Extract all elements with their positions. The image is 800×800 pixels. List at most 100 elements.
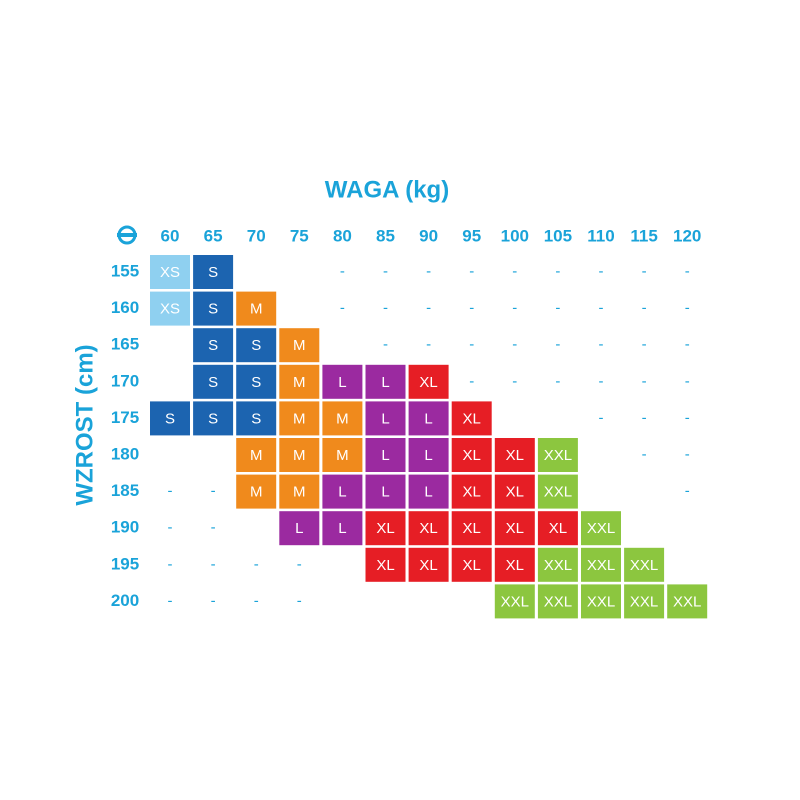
dash: - bbox=[168, 519, 173, 536]
size-cell bbox=[537, 584, 578, 619]
weight-label: 80 bbox=[333, 226, 352, 245]
size-label: XL bbox=[506, 557, 524, 574]
weight-label: 60 bbox=[161, 226, 180, 245]
dash: - bbox=[642, 263, 647, 280]
dash: - bbox=[599, 373, 604, 390]
size-cell bbox=[581, 584, 621, 619]
weight-label: 120 bbox=[673, 226, 701, 245]
size-label: L bbox=[338, 374, 346, 391]
weight-label: 90 bbox=[419, 226, 438, 245]
size-cell bbox=[150, 401, 190, 436]
size-cell bbox=[408, 474, 449, 509]
size-label: L bbox=[381, 374, 389, 391]
dash: - bbox=[426, 263, 431, 280]
height-label: 200 bbox=[111, 591, 139, 610]
size-label: M bbox=[250, 484, 263, 501]
dash: - bbox=[383, 263, 388, 280]
height-label: 155 bbox=[111, 261, 139, 280]
size-label: XXL bbox=[673, 593, 701, 610]
size-label: L bbox=[338, 484, 346, 501]
size-cell bbox=[236, 438, 277, 472]
size-cell bbox=[494, 438, 535, 472]
size-cell bbox=[451, 511, 492, 546]
size-cell bbox=[365, 401, 406, 436]
weight-label: 110 bbox=[587, 226, 614, 245]
size-cell bbox=[408, 364, 449, 399]
size-label: XXL bbox=[630, 557, 658, 574]
dash: - bbox=[642, 409, 647, 426]
size-cell bbox=[150, 255, 190, 289]
size-label: M bbox=[293, 484, 306, 501]
size-label: XS bbox=[160, 301, 180, 318]
size-label: XXL bbox=[630, 593, 658, 610]
dash: - bbox=[383, 336, 388, 353]
dash: - bbox=[168, 556, 173, 573]
size-label: XL bbox=[419, 520, 437, 537]
size-label: XL bbox=[463, 410, 481, 427]
size-cell bbox=[408, 511, 449, 546]
size-label: XS bbox=[160, 264, 180, 281]
size-cell bbox=[322, 401, 363, 436]
size-cell bbox=[624, 584, 665, 619]
dash: - bbox=[512, 300, 517, 317]
dash: - bbox=[340, 300, 345, 317]
size-label: M bbox=[293, 447, 306, 464]
size-cell bbox=[279, 401, 320, 436]
size-cell bbox=[322, 438, 363, 472]
dash: - bbox=[383, 300, 388, 317]
size-cell bbox=[236, 474, 277, 509]
dash: - bbox=[599, 263, 604, 280]
side-label: WZROST (cm) bbox=[71, 344, 98, 505]
size-cell bbox=[408, 547, 449, 582]
size-label: L bbox=[381, 484, 389, 501]
dash: - bbox=[469, 263, 474, 280]
height-label: 170 bbox=[111, 371, 139, 390]
size-label: XL bbox=[549, 520, 567, 537]
weight-label: 85 bbox=[376, 226, 395, 245]
dash: - bbox=[685, 373, 690, 390]
size-cell bbox=[193, 291, 234, 326]
dash: - bbox=[555, 300, 560, 317]
dash: - bbox=[512, 263, 517, 280]
dash: - bbox=[254, 592, 259, 609]
size-label: XXL bbox=[544, 484, 572, 501]
size-cell bbox=[193, 328, 234, 363]
size-label: XXL bbox=[587, 593, 615, 610]
size-cell bbox=[279, 511, 320, 546]
size-cell bbox=[279, 328, 320, 363]
dash: - bbox=[512, 373, 517, 390]
dash: - bbox=[469, 373, 474, 390]
size-cell bbox=[236, 291, 277, 326]
size-label: L bbox=[424, 447, 432, 464]
dash: - bbox=[297, 556, 302, 573]
size-label: L bbox=[424, 484, 432, 501]
size-label: XL bbox=[376, 520, 394, 537]
size-cell bbox=[581, 547, 621, 582]
dash: - bbox=[297, 592, 302, 609]
size-cell bbox=[322, 511, 363, 546]
size-label: M bbox=[336, 447, 349, 464]
size-cell bbox=[537, 547, 578, 582]
dash: - bbox=[642, 373, 647, 390]
weight-label: 105 bbox=[544, 226, 572, 245]
size-label: S bbox=[208, 264, 218, 281]
height-label: 195 bbox=[111, 554, 139, 573]
dash: - bbox=[642, 446, 647, 463]
dash: - bbox=[685, 300, 690, 317]
size-label: M bbox=[336, 410, 349, 427]
dash: - bbox=[555, 263, 560, 280]
dash: - bbox=[211, 592, 216, 609]
height-label: 190 bbox=[111, 518, 139, 537]
size-cell bbox=[236, 364, 277, 399]
size-label: L bbox=[424, 410, 432, 427]
size-cell bbox=[193, 401, 234, 436]
icon bbox=[117, 225, 137, 245]
size-cell bbox=[322, 474, 363, 509]
size-cell bbox=[236, 401, 277, 436]
size-label: XL bbox=[506, 447, 524, 464]
dash: - bbox=[685, 483, 690, 500]
size-label: XL bbox=[506, 484, 524, 501]
size-label: M bbox=[293, 337, 306, 354]
dash: - bbox=[685, 409, 690, 426]
